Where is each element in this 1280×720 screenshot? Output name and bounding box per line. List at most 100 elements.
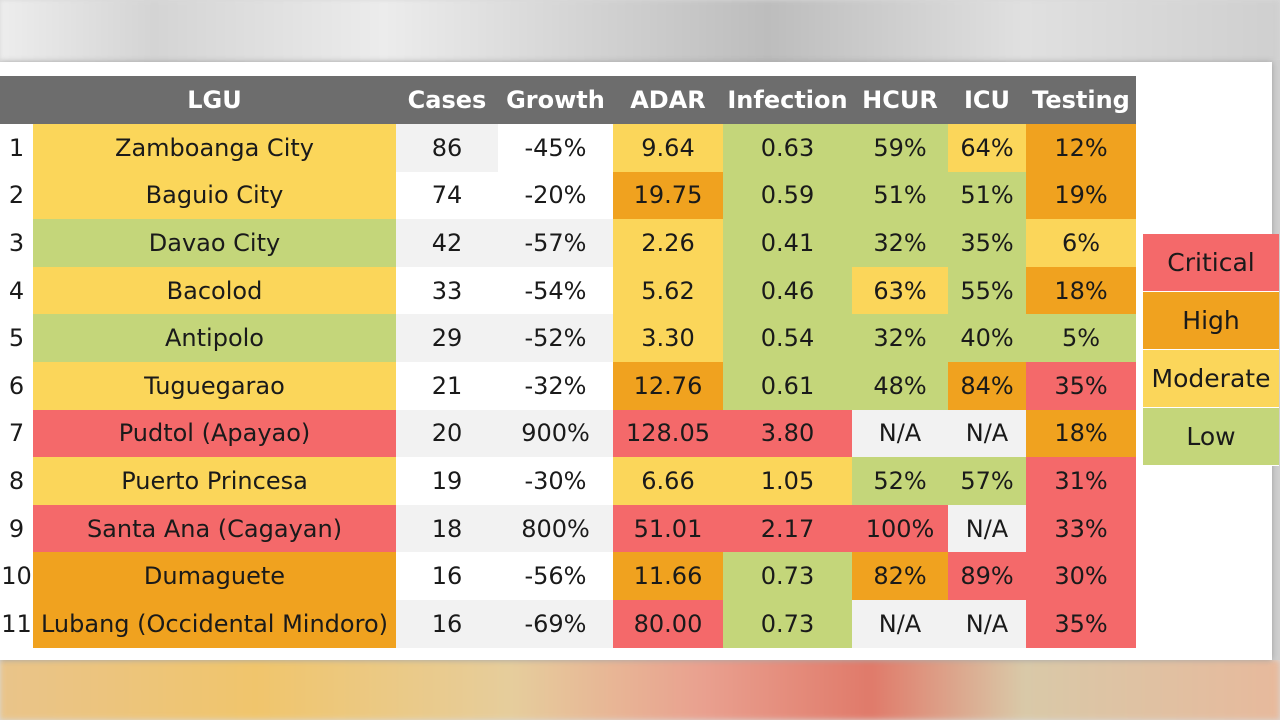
testing-cell: 19% <box>1026 171 1136 220</box>
adar-cell: 12.76 <box>613 361 723 410</box>
growth-cell: 900% <box>498 409 613 458</box>
lgu-cell: Dumaguete <box>33 552 396 600</box>
icu-cell: 51% <box>948 171 1026 220</box>
growth-cell: -20% <box>498 171 613 220</box>
adar-cell: 11.66 <box>613 552 723 600</box>
background-bottom <box>0 660 1280 720</box>
table-row: 6 Tuguegarao 21 -32% 12.76 0.61 48% 84% … <box>0 361 1136 410</box>
background-top <box>0 0 1280 62</box>
icu-cell: 64% <box>948 124 1026 172</box>
testing-cell: 33% <box>1026 504 1136 553</box>
hcur-cell: 48% <box>852 361 948 410</box>
table-row: 8 Puerto Princesa 19 -30% 6.66 1.05 52% … <box>0 457 1136 505</box>
header-cases: Cases <box>396 76 498 124</box>
testing-cell: 35% <box>1026 361 1136 410</box>
icu-cell: 84% <box>948 361 1026 410</box>
growth-cell: -56% <box>498 552 613 600</box>
growth-cell: -69% <box>498 599 613 648</box>
hcur-cell: 59% <box>852 124 948 172</box>
icu-cell: 40% <box>948 314 1026 362</box>
lgu-cell: Baguio City <box>33 171 396 220</box>
lgu-cell: Lubang (Occidental Mindoro) <box>33 599 396 648</box>
infection-cell: 0.41 <box>723 219 852 267</box>
cases-cell: 18 <box>396 504 498 553</box>
infection-cell: 0.63 <box>723 124 852 172</box>
cases-cell: 86 <box>396 124 498 172</box>
icu-cell: 89% <box>948 552 1026 600</box>
adar-cell: 128.05 <box>613 409 723 458</box>
infection-cell: 0.54 <box>723 314 852 362</box>
hcur-cell: 63% <box>852 266 948 315</box>
legend-low: Low <box>1143 407 1279 466</box>
icu-cell: N/A <box>948 409 1026 458</box>
hcur-cell: 52% <box>852 457 948 505</box>
adar-cell: 9.64 <box>613 124 723 172</box>
adar-cell: 3.30 <box>613 314 723 362</box>
header-index <box>0 76 33 124</box>
row-index: 1 <box>0 124 33 172</box>
header-testing: Testing <box>1026 76 1136 124</box>
table-body: 1 Zamboanga City 86 -45% 9.64 0.63 59% 6… <box>0 124 1136 648</box>
testing-cell: 31% <box>1026 457 1136 505</box>
header-growth: Growth <box>498 76 613 124</box>
row-index: 6 <box>0 361 33 410</box>
icu-cell: N/A <box>948 504 1026 553</box>
lgu-cell: Tuguegarao <box>33 361 396 410</box>
testing-cell: 5% <box>1026 314 1136 362</box>
infection-cell: 0.59 <box>723 171 852 220</box>
legend-high: High <box>1143 291 1279 350</box>
table-row: 9 Santa Ana (Cagayan) 18 800% 51.01 2.17… <box>0 504 1136 553</box>
growth-cell: -52% <box>498 314 613 362</box>
infection-cell: 0.61 <box>723 361 852 410</box>
row-index: 3 <box>0 219 33 267</box>
table-header-row: LGU Cases Growth ADAR Infection HCUR ICU… <box>0 76 1136 124</box>
legend-critical: Critical <box>1143 234 1279 292</box>
row-index: 7 <box>0 409 33 458</box>
row-index: 11 <box>0 599 33 648</box>
table-row: 5 Antipolo 29 -52% 3.30 0.54 32% 40% 5% <box>0 314 1136 362</box>
hcur-cell: 51% <box>852 171 948 220</box>
table-row: 2 Baguio City 74 -20% 19.75 0.59 51% 51%… <box>0 171 1136 220</box>
lgu-cell: Bacolod <box>33 266 396 315</box>
cases-cell: 29 <box>396 314 498 362</box>
cases-cell: 21 <box>396 361 498 410</box>
row-index: 8 <box>0 457 33 505</box>
hcur-cell: 32% <box>852 314 948 362</box>
header-adar: ADAR <box>613 76 723 124</box>
row-index: 4 <box>0 266 33 315</box>
testing-cell: 18% <box>1026 266 1136 315</box>
row-index: 9 <box>0 504 33 553</box>
table-row: 4 Bacolod 33 -54% 5.62 0.46 63% 55% 18% <box>0 266 1136 315</box>
growth-cell: 800% <box>498 504 613 553</box>
header-icu: ICU <box>948 76 1026 124</box>
icu-cell: 55% <box>948 266 1026 315</box>
testing-cell: 30% <box>1026 552 1136 600</box>
legend-moderate: Moderate <box>1143 349 1279 408</box>
table-row: 1 Zamboanga City 86 -45% 9.64 0.63 59% 6… <box>0 124 1136 172</box>
cases-cell: 19 <box>396 457 498 505</box>
table-row: 11 Lubang (Occidental Mindoro) 16 -69% 8… <box>0 599 1136 648</box>
lgu-cell: Pudtol (Apayao) <box>33 409 396 458</box>
hcur-cell: N/A <box>852 599 948 648</box>
icu-cell: 35% <box>948 219 1026 267</box>
testing-cell: 18% <box>1026 409 1136 458</box>
infection-cell: 0.73 <box>723 599 852 648</box>
testing-cell: 12% <box>1026 124 1136 172</box>
adar-cell: 19.75 <box>613 171 723 220</box>
adar-cell: 2.26 <box>613 219 723 267</box>
hcur-cell: 82% <box>852 552 948 600</box>
hcur-cell: N/A <box>852 409 948 458</box>
growth-cell: -57% <box>498 219 613 267</box>
cases-cell: 74 <box>396 171 498 220</box>
growth-cell: -45% <box>498 124 613 172</box>
hcur-cell: 32% <box>852 219 948 267</box>
header-hcur: HCUR <box>852 76 948 124</box>
testing-cell: 35% <box>1026 599 1136 648</box>
infection-cell: 0.73 <box>723 552 852 600</box>
lgu-cell: Santa Ana (Cagayan) <box>33 504 396 553</box>
cases-cell: 20 <box>396 409 498 458</box>
growth-cell: -54% <box>498 266 613 315</box>
hcur-cell: 100% <box>852 504 948 553</box>
adar-cell: 80.00 <box>613 599 723 648</box>
lgu-cell: Puerto Princesa <box>33 457 396 505</box>
